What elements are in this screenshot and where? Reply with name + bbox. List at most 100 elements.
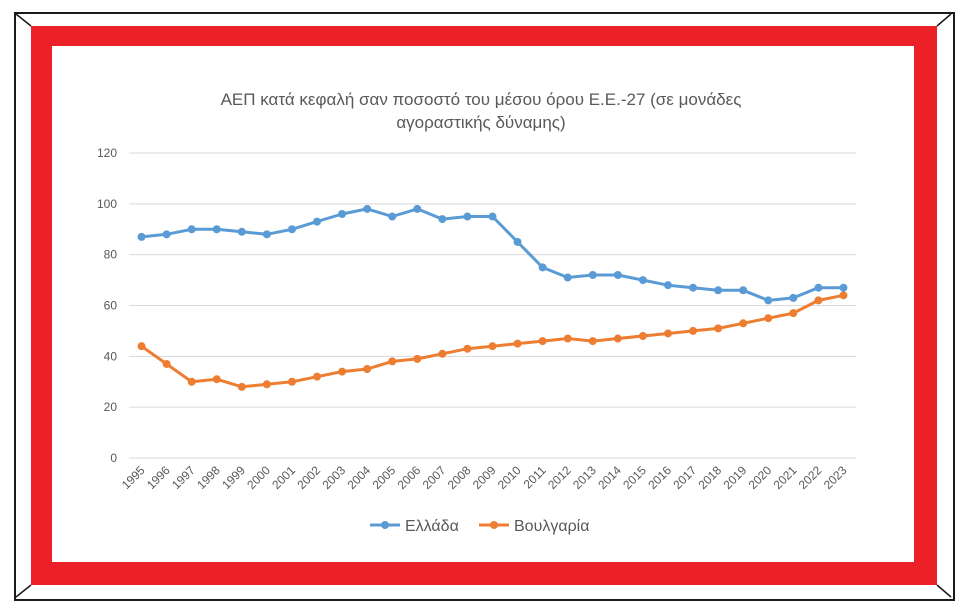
data-point <box>137 232 146 241</box>
data-point <box>739 286 748 295</box>
data-point <box>413 354 422 363</box>
corner-line-bottom-right <box>936 584 952 598</box>
legend-label-greece: Ελλάδα <box>405 518 459 535</box>
data-point <box>338 367 347 376</box>
legend: Ελλάδα Βουλγαρία <box>370 518 589 535</box>
data-point <box>287 377 296 386</box>
data-point <box>237 227 246 236</box>
data-point <box>137 342 146 351</box>
data-point <box>513 339 522 348</box>
data-point <box>638 332 647 340</box>
x-tick-label: 2003 <box>319 463 348 492</box>
x-axis-ticks: 1995199619971998199920002001200220032004… <box>119 463 850 492</box>
data-point <box>839 291 848 300</box>
y-tick-label: 20 <box>104 400 118 414</box>
corner-line-top-left <box>15 13 32 27</box>
x-tick-label: 2000 <box>244 463 273 492</box>
data-point <box>388 357 397 366</box>
data-point <box>463 212 472 221</box>
y-tick-label: 0 <box>110 451 117 465</box>
x-tick-label: 2007 <box>420 463 449 492</box>
data-point <box>613 271 622 279</box>
data-point <box>313 372 322 381</box>
x-tick-label: 2011 <box>521 463 549 491</box>
x-tick-label: 2017 <box>670 463 699 492</box>
x-tick-label: 2021 <box>771 463 800 492</box>
data-point <box>663 281 672 290</box>
x-tick-label: 2010 <box>495 463 524 492</box>
data-point <box>638 276 647 285</box>
y-tick-label: 120 <box>97 146 117 160</box>
y-tick-label: 60 <box>104 299 118 313</box>
x-tick-label: 2019 <box>721 463 750 492</box>
x-tick-label: 2013 <box>570 463 599 492</box>
x-tick-label: 2005 <box>370 463 399 492</box>
data-point <box>588 271 597 279</box>
data-point <box>563 334 572 343</box>
data-point <box>237 382 246 391</box>
data-point <box>538 337 547 346</box>
data-point <box>262 380 271 389</box>
x-tick-label: 1999 <box>219 463 248 492</box>
x-tick-label: 2015 <box>620 463 649 492</box>
data-point <box>438 349 447 358</box>
legend-marker-greece <box>381 521 389 529</box>
gridlines <box>129 152 856 459</box>
y-tick-label: 40 <box>104 349 118 363</box>
x-tick-label: 2020 <box>746 463 775 492</box>
series-layer <box>137 204 848 391</box>
x-tick-label: 2014 <box>595 463 624 492</box>
series-1 <box>137 291 848 391</box>
data-point <box>262 230 271 239</box>
data-point <box>789 309 798 318</box>
data-point <box>689 283 698 292</box>
data-point <box>438 215 447 224</box>
x-tick-label: 2008 <box>445 463 474 492</box>
data-point <box>714 324 723 333</box>
x-tick-label: 2022 <box>796 463 825 492</box>
data-point <box>814 296 823 305</box>
data-point <box>212 375 221 384</box>
x-tick-label: 2012 <box>545 463 574 492</box>
data-point <box>689 326 698 335</box>
chart-title-line-1: ΑΕΠ κατά κεφαλή σαν ποσοστό του μέσου όρ… <box>221 90 742 109</box>
data-point <box>187 225 196 234</box>
data-point <box>388 212 397 221</box>
data-point <box>413 204 422 213</box>
x-tick-label: 2016 <box>645 463 674 492</box>
data-point <box>714 286 723 295</box>
x-tick-label: 1995 <box>119 463 148 492</box>
data-point <box>488 342 497 351</box>
data-point <box>588 337 597 346</box>
data-point <box>513 237 522 246</box>
x-tick-label: 2006 <box>395 463 424 492</box>
x-tick-label: 1997 <box>169 463 198 492</box>
data-point <box>789 293 798 302</box>
x-tick-label: 2002 <box>294 463 323 492</box>
chart-title-line-2: αγοραστικής δύναμης) <box>396 113 565 132</box>
y-axis-ticks: 0 20 40 60 80 100 120 <box>97 146 117 465</box>
x-tick-label: 1996 <box>144 463 173 492</box>
x-tick-label: 2018 <box>695 463 724 492</box>
legend-label-bulgaria: Βουλγαρία <box>514 518 589 535</box>
data-point <box>613 334 622 343</box>
data-point <box>538 263 547 272</box>
legend-marker-bulgaria <box>490 521 498 529</box>
data-point <box>814 283 823 292</box>
data-point <box>764 314 773 323</box>
series-0 <box>137 204 848 305</box>
data-point <box>363 365 372 374</box>
data-point <box>162 230 171 239</box>
data-point <box>313 217 322 226</box>
x-tick-label: 2009 <box>470 463 499 492</box>
y-tick-label: 80 <box>104 248 118 262</box>
data-point <box>162 359 171 368</box>
x-tick-label: 2004 <box>344 463 373 492</box>
data-point <box>212 225 221 234</box>
data-point <box>363 204 372 213</box>
x-tick-label: 1998 <box>194 463 223 492</box>
line-chart: ΑΕΠ κατά κεφαλή σαν ποσοστό του μέσου όρ… <box>97 90 856 535</box>
data-point <box>488 212 497 221</box>
corner-line-top-right <box>936 13 952 27</box>
